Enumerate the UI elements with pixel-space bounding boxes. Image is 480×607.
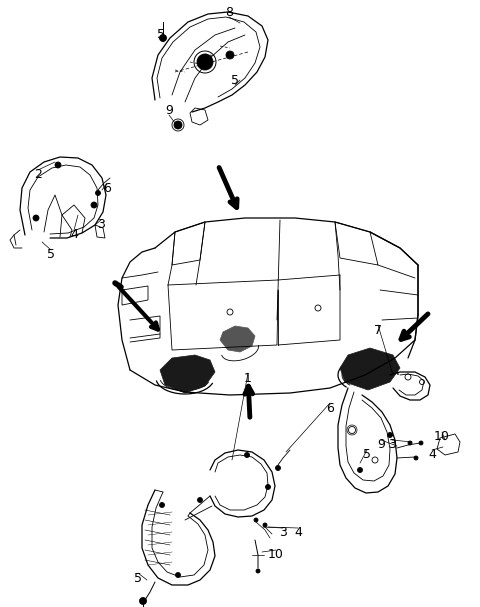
Circle shape — [265, 484, 271, 489]
Circle shape — [197, 498, 203, 503]
Text: 9: 9 — [377, 438, 385, 452]
Circle shape — [419, 441, 423, 445]
Text: 5: 5 — [231, 73, 239, 87]
Polygon shape — [340, 348, 400, 390]
Text: 3: 3 — [279, 526, 287, 540]
Circle shape — [256, 569, 260, 573]
Circle shape — [414, 456, 418, 460]
Text: 6: 6 — [326, 401, 334, 415]
Circle shape — [358, 467, 362, 472]
Circle shape — [226, 51, 234, 59]
Circle shape — [254, 518, 258, 522]
Text: 8: 8 — [225, 5, 233, 18]
Text: 10: 10 — [434, 430, 450, 444]
Text: 6: 6 — [103, 181, 111, 194]
Circle shape — [263, 523, 267, 527]
Circle shape — [159, 503, 165, 507]
Circle shape — [159, 35, 167, 41]
Circle shape — [244, 452, 250, 458]
Circle shape — [176, 572, 180, 577]
Polygon shape — [220, 326, 255, 352]
Text: 9: 9 — [165, 104, 173, 117]
Text: 4: 4 — [70, 228, 78, 242]
Circle shape — [276, 466, 280, 470]
Circle shape — [140, 597, 146, 605]
Text: 3: 3 — [97, 219, 105, 231]
Circle shape — [91, 202, 97, 208]
Text: 4: 4 — [294, 526, 302, 540]
Text: 5: 5 — [47, 248, 55, 262]
Text: 5: 5 — [363, 449, 371, 461]
Circle shape — [55, 162, 61, 168]
Text: 2: 2 — [34, 169, 42, 181]
Text: 7: 7 — [374, 324, 382, 336]
Text: 4: 4 — [428, 449, 436, 461]
Text: 1: 1 — [244, 371, 252, 384]
Text: 3: 3 — [388, 438, 396, 450]
Text: 10: 10 — [268, 549, 284, 561]
Text: 5: 5 — [157, 29, 165, 41]
Polygon shape — [160, 355, 215, 393]
Circle shape — [387, 433, 393, 438]
Circle shape — [174, 121, 182, 129]
Circle shape — [96, 191, 100, 195]
Text: 5: 5 — [134, 572, 142, 585]
Circle shape — [197, 54, 213, 70]
Circle shape — [408, 441, 412, 445]
Circle shape — [33, 215, 39, 221]
